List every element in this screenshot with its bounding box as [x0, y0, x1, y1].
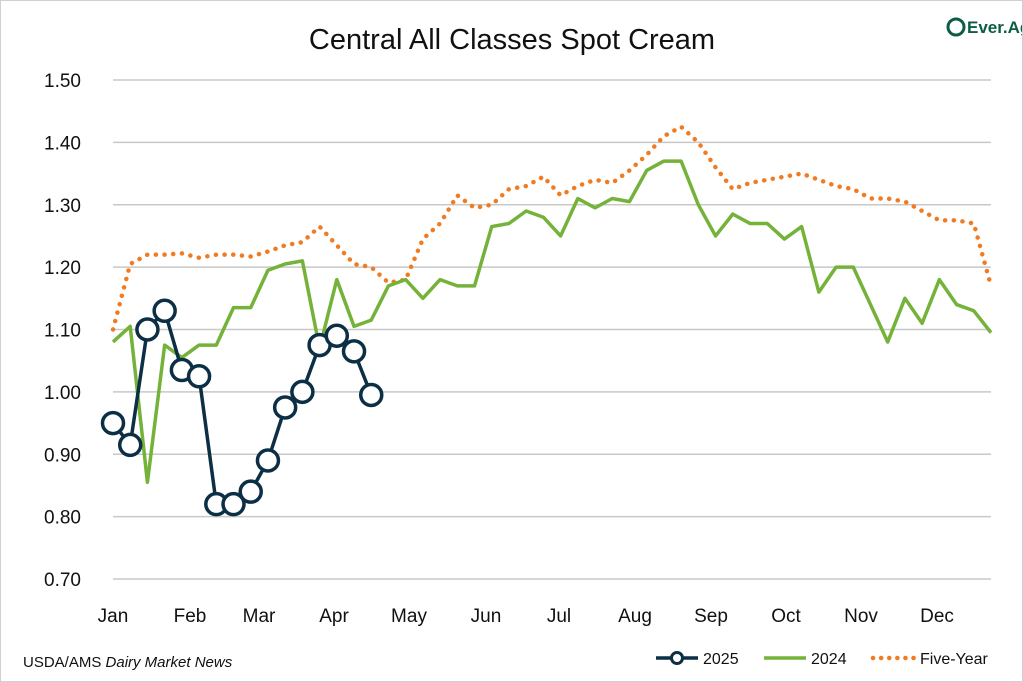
data-point-2025	[324, 323, 350, 348]
y-tick-label: 0.80	[44, 508, 81, 529]
x-tick-label: Jan	[98, 606, 129, 627]
legend-label: 2024	[811, 651, 847, 668]
data-point-2025	[117, 432, 143, 458]
data-point-2025	[290, 379, 315, 405]
y-tick-label: 1.20	[44, 258, 81, 279]
y-tick-label: 1.50	[44, 71, 81, 92]
x-tick-label: Aug	[618, 606, 652, 627]
data-point-2025	[272, 395, 298, 420]
data-point-2025	[358, 382, 384, 408]
x-tick-label: Nov	[844, 606, 878, 627]
legend-marker	[670, 651, 684, 665]
y-tick-label: 1.30	[44, 196, 81, 217]
series-line-five-year	[110, 124, 994, 332]
y-tick-label: 1.00	[44, 383, 81, 404]
series-line-2024	[111, 159, 993, 485]
data-point-2025	[186, 364, 212, 389]
logo: Ever.Ag	[946, 17, 1023, 37]
x-tick-label: Oct	[771, 606, 801, 627]
x-tick-label: Apr	[319, 606, 349, 627]
legend-label: 2025	[703, 651, 739, 668]
y-tick-label: 0.70	[44, 570, 81, 591]
chart-title: Central All Classes Spot Cream	[309, 24, 715, 56]
source-italic: Dairy Market News	[106, 654, 233, 671]
data-point-2025	[221, 491, 246, 517]
source-prefix: USDA/AMS	[23, 654, 106, 671]
x-tick-label: Dec	[920, 606, 954, 627]
data-point-2025	[238, 479, 263, 504]
data-point-2025	[255, 448, 281, 473]
x-tick-label: Sep	[694, 606, 728, 627]
x-tick-label: May	[391, 606, 427, 627]
x-tick-label: Jul	[547, 606, 571, 627]
x-tick-label: Feb	[174, 606, 207, 627]
source-note: USDA/AMS Dairy Market News	[23, 654, 233, 671]
data-point-2025	[152, 298, 177, 324]
logo-icon	[946, 17, 966, 37]
data-point-2025	[100, 410, 126, 436]
y-tick-label: 1.40	[44, 133, 81, 154]
data-point-2025	[341, 339, 367, 364]
y-tick-label: 1.10	[44, 321, 81, 342]
legend-label: Five-Year	[920, 651, 989, 668]
x-tick-label: Jun	[471, 606, 502, 627]
data-point-2025	[135, 317, 160, 342]
logo-text: Ever.Ag	[967, 18, 1023, 37]
y-tick-label: 0.90	[44, 445, 81, 466]
x-tick-label: Mar	[243, 606, 276, 627]
